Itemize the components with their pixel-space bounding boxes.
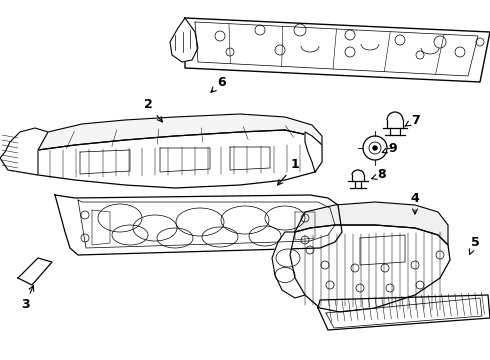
Polygon shape (272, 232, 305, 298)
Polygon shape (295, 202, 448, 245)
Text: 3: 3 (21, 286, 34, 311)
Text: 5: 5 (469, 235, 479, 255)
Text: 7: 7 (405, 113, 419, 126)
Polygon shape (18, 258, 52, 285)
Polygon shape (318, 295, 490, 330)
Polygon shape (170, 18, 198, 62)
Polygon shape (290, 225, 450, 312)
Polygon shape (305, 132, 322, 172)
Text: 1: 1 (278, 158, 299, 185)
Text: 2: 2 (144, 99, 162, 122)
Polygon shape (185, 18, 490, 82)
Text: 6: 6 (211, 76, 226, 92)
Text: 9: 9 (382, 141, 397, 154)
Polygon shape (38, 114, 322, 150)
Polygon shape (0, 130, 322, 188)
Polygon shape (55, 195, 342, 255)
Text: 8: 8 (372, 168, 386, 181)
Text: 4: 4 (411, 192, 419, 214)
Circle shape (373, 146, 377, 150)
Polygon shape (0, 128, 48, 175)
